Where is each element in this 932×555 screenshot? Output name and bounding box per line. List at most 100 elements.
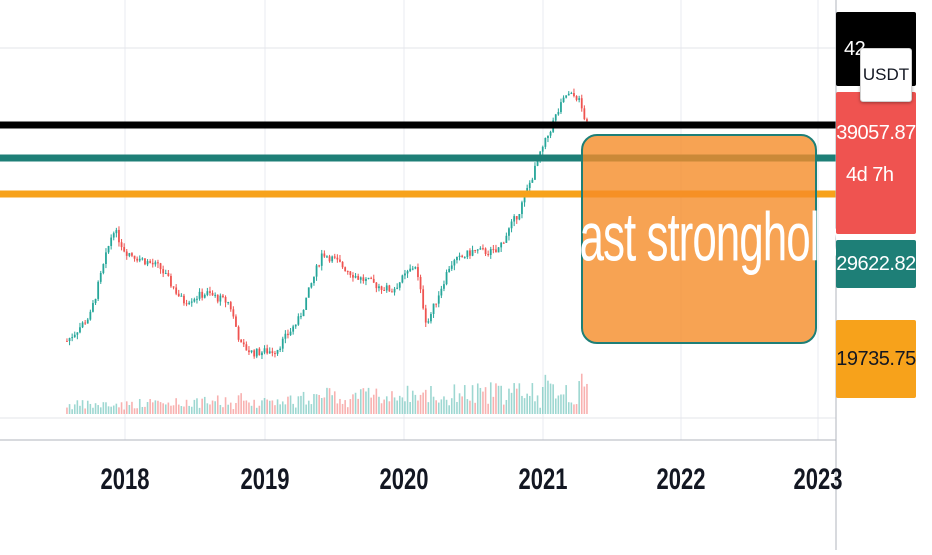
candle-body xyxy=(536,161,539,166)
volume-bar xyxy=(463,385,466,414)
volume-bar xyxy=(258,405,261,414)
volume-bar xyxy=(489,382,492,414)
volume-bar xyxy=(167,402,170,414)
candle-body xyxy=(419,277,422,290)
volume-bar xyxy=(409,401,411,414)
volume-bar xyxy=(315,394,318,414)
candle-body xyxy=(341,261,344,268)
candle-body xyxy=(209,291,211,293)
volume-bars xyxy=(66,373,588,414)
candle-body xyxy=(331,256,334,262)
candle-body xyxy=(375,282,378,289)
candle-body xyxy=(248,350,250,353)
candle-body xyxy=(453,260,456,266)
current-price-label: 39057.87 xyxy=(836,122,916,144)
volume-bar xyxy=(271,400,274,414)
candle-body xyxy=(73,334,76,338)
candle-body xyxy=(328,256,331,262)
candle-body xyxy=(245,344,248,351)
volume-bar xyxy=(406,385,409,414)
volume-bar xyxy=(352,394,354,414)
volume-bar xyxy=(287,396,289,414)
volume-bar xyxy=(203,396,206,414)
candle-body xyxy=(318,265,321,267)
volume-bar xyxy=(424,389,427,414)
volume-bar xyxy=(474,402,476,414)
candle-body xyxy=(391,291,393,293)
volume-bar xyxy=(151,402,154,414)
candle-body xyxy=(508,228,510,236)
volume-bar xyxy=(268,400,271,414)
volume-bar xyxy=(586,383,588,414)
currency-unit-button[interactable]: USDT xyxy=(860,48,912,102)
volume-bar xyxy=(562,394,565,414)
volume-bar xyxy=(391,391,393,414)
volume-bar xyxy=(206,403,209,414)
volume-bar xyxy=(388,401,391,414)
volume-bar xyxy=(362,388,365,414)
volume-bar xyxy=(339,398,341,414)
volume-bar xyxy=(471,385,474,414)
candle-body xyxy=(118,229,120,243)
volume-bar xyxy=(375,388,378,414)
volume-bar xyxy=(453,384,456,414)
currency-unit-label: USDT xyxy=(862,65,910,84)
candles xyxy=(66,88,588,360)
candle-body xyxy=(409,268,412,272)
volume-bar xyxy=(484,387,487,414)
candle-body xyxy=(489,249,492,255)
candle-body xyxy=(284,333,287,339)
candle-body xyxy=(354,275,357,278)
volume-bar xyxy=(164,404,167,414)
annotation-box[interactable]: Last stronghold xyxy=(556,134,843,344)
candle-body xyxy=(562,97,565,103)
volume-bar xyxy=(302,391,305,414)
volume-bar xyxy=(432,396,435,414)
volume-bar xyxy=(149,399,151,414)
candle-body xyxy=(466,250,469,258)
volume-bar xyxy=(492,396,495,414)
volume-bar xyxy=(578,381,580,414)
volume-bar xyxy=(76,400,79,414)
candle-body xyxy=(203,294,206,298)
candle-body xyxy=(492,249,495,251)
candle-body xyxy=(580,98,583,109)
candle-body xyxy=(159,263,162,270)
candle-body xyxy=(575,96,578,100)
volume-bar xyxy=(305,404,307,414)
candle-body xyxy=(149,261,152,263)
teal-level-tag: 29622.82 xyxy=(836,240,916,288)
candle-body xyxy=(255,348,258,357)
volume-bar xyxy=(284,404,287,414)
candle-body xyxy=(253,350,256,357)
candle-body xyxy=(367,277,370,279)
volume-bar xyxy=(557,395,560,414)
candle-body xyxy=(398,282,401,288)
x-tick-label: 2020 xyxy=(379,462,429,496)
candle-body xyxy=(401,275,404,283)
volume-bar xyxy=(422,392,424,414)
candle-body xyxy=(71,337,74,339)
volume-bar xyxy=(123,409,125,414)
volume-bar xyxy=(261,400,263,414)
candle-body xyxy=(380,286,383,290)
volume-bar xyxy=(539,407,541,414)
candle-body xyxy=(125,251,128,256)
candle-body xyxy=(151,262,154,265)
candle-body xyxy=(333,256,336,258)
candle-body xyxy=(89,311,92,320)
volume-bar xyxy=(89,403,92,414)
candle-body xyxy=(180,295,183,297)
candle-body xyxy=(144,258,146,265)
volume-bar xyxy=(437,402,440,414)
candle-body xyxy=(258,348,261,356)
volume-bar xyxy=(99,407,102,414)
candle-body xyxy=(378,286,380,289)
volume-bar xyxy=(133,408,136,414)
volume-bar xyxy=(445,399,448,414)
candle-body xyxy=(430,313,432,322)
volume-bar xyxy=(242,400,245,414)
candle-body xyxy=(136,258,139,261)
candle-body xyxy=(94,298,97,304)
annotation-text: Last stronghold xyxy=(556,200,843,277)
